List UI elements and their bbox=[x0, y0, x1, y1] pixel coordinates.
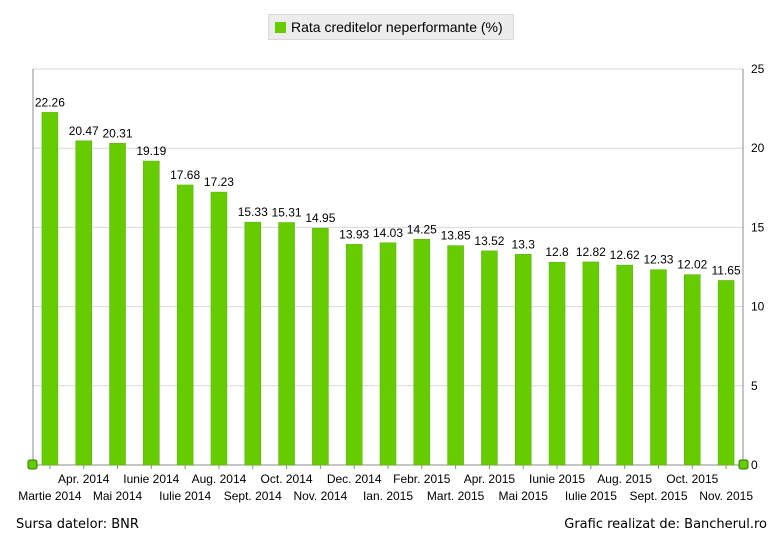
bar bbox=[548, 261, 566, 466]
bar bbox=[717, 280, 735, 466]
x-tick-label: Febr. 2015 bbox=[393, 472, 451, 486]
footer-source: Sursa datelor: BNR bbox=[16, 517, 139, 532]
x-tick-label: Mart. 2015 bbox=[427, 489, 485, 503]
data-label: 12.33 bbox=[643, 253, 673, 267]
y-tick-label: 20 bbox=[751, 141, 765, 155]
data-label: 19.19 bbox=[136, 144, 166, 158]
data-label: 14.95 bbox=[305, 211, 335, 225]
bar bbox=[413, 239, 431, 466]
x-tick-label: Apr. 2014 bbox=[58, 472, 110, 486]
data-label: 13.85 bbox=[441, 229, 471, 243]
bar bbox=[481, 250, 498, 466]
y-tick-label: 25 bbox=[751, 62, 765, 76]
data-label: 20.47 bbox=[69, 124, 99, 138]
x-tick-label: Iulie 2014 bbox=[159, 489, 211, 503]
data-label: 12.82 bbox=[576, 245, 606, 259]
y-tick-label: 15 bbox=[751, 220, 765, 234]
bar bbox=[312, 227, 329, 466]
data-label: 17.68 bbox=[170, 168, 200, 182]
data-label: 13.52 bbox=[474, 234, 504, 248]
bar bbox=[109, 143, 126, 466]
x-tick-label: Mai 2014 bbox=[93, 489, 143, 503]
bar bbox=[447, 245, 464, 466]
x-tick-label: Aug. 2015 bbox=[597, 472, 652, 486]
x-tick-label: Nov. 2014 bbox=[293, 489, 347, 503]
data-label: 14.03 bbox=[373, 226, 403, 240]
bar bbox=[244, 221, 262, 466]
bar bbox=[650, 269, 667, 466]
axis-handle-right bbox=[738, 459, 749, 470]
x-tick-label: Martie 2014 bbox=[18, 489, 82, 503]
bar bbox=[616, 264, 633, 466]
legend-label: Rata creditelor neperformante (%) bbox=[291, 19, 503, 35]
y-tick-label: 10 bbox=[751, 300, 765, 314]
x-tick-label: Apr. 2015 bbox=[464, 472, 516, 486]
y-tick-label: 0 bbox=[751, 458, 758, 472]
bar bbox=[684, 274, 701, 466]
axis-handle-left bbox=[27, 459, 38, 470]
footer-credit: Grafic realizat de: Bancherul.ro bbox=[564, 517, 767, 532]
data-label: 13.93 bbox=[339, 227, 369, 241]
data-label: 12.8 bbox=[545, 245, 569, 259]
bar bbox=[582, 261, 600, 466]
bar bbox=[345, 244, 363, 466]
x-tick-label: Sept. 2015 bbox=[629, 489, 687, 503]
x-tick-label: Ian. 2015 bbox=[363, 489, 413, 503]
x-tick-label: Iunie 2014 bbox=[123, 472, 179, 486]
bar bbox=[41, 112, 59, 466]
data-label: 17.23 bbox=[204, 175, 234, 189]
data-label: 12.62 bbox=[610, 248, 640, 262]
data-label: 20.31 bbox=[103, 126, 133, 140]
bar bbox=[210, 191, 228, 466]
data-label: 22.26 bbox=[35, 95, 65, 109]
data-label: 11.65 bbox=[712, 263, 741, 277]
bar bbox=[143, 160, 160, 466]
data-label: 12.02 bbox=[677, 258, 707, 272]
y-tick-label: 5 bbox=[751, 379, 758, 393]
x-tick-label: Oct. 2015 bbox=[666, 472, 718, 486]
x-tick-label: Mai 2015 bbox=[499, 489, 549, 503]
bar bbox=[514, 254, 532, 466]
x-tick-label: Aug. 2014 bbox=[192, 472, 247, 486]
bar bbox=[75, 140, 92, 466]
bar bbox=[379, 242, 397, 466]
x-tick-label: Iulie 2015 bbox=[565, 489, 617, 503]
legend-swatch bbox=[275, 21, 286, 33]
data-label: 15.33 bbox=[238, 205, 268, 219]
x-tick-label: Dec. 2014 bbox=[327, 472, 382, 486]
data-label: 14.25 bbox=[407, 222, 437, 236]
bar bbox=[176, 184, 194, 466]
x-tick-label: Nov. 2015 bbox=[699, 489, 753, 503]
bar bbox=[278, 222, 295, 466]
chart-legend: Rata creditelor neperformante (%) bbox=[268, 14, 514, 40]
x-tick-label: Sept. 2014 bbox=[224, 489, 282, 503]
x-tick-label: Iunie 2015 bbox=[529, 472, 585, 486]
data-label: 13.3 bbox=[512, 237, 536, 251]
data-label: 15.31 bbox=[272, 205, 302, 219]
x-tick-label: Oct. 2014 bbox=[261, 472, 313, 486]
